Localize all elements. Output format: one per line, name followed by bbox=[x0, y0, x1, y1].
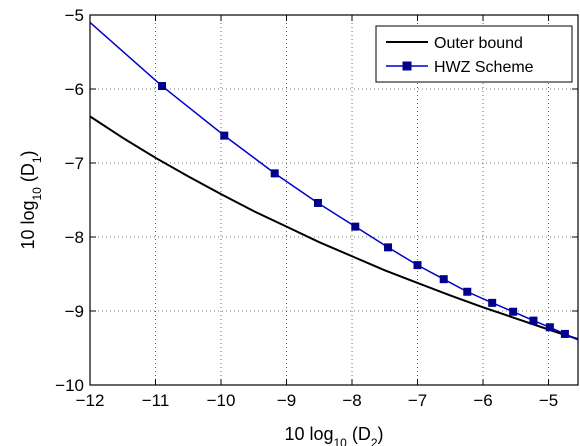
x-tick-label: −7 bbox=[408, 391, 427, 410]
y-tick-label: −9 bbox=[65, 302, 84, 321]
legend: Outer bound HWZ Scheme bbox=[376, 26, 572, 82]
legend-label-hwz-scheme: HWZ Scheme bbox=[434, 59, 534, 76]
y-tick-label: −8 bbox=[65, 228, 84, 247]
legend-label-outer-bound: Outer bound bbox=[434, 35, 523, 52]
data-point-hwz-scheme bbox=[510, 308, 517, 315]
x-tick-label: −11 bbox=[142, 391, 170, 410]
data-point-hwz-scheme bbox=[385, 244, 392, 251]
data-point-hwz-scheme bbox=[414, 262, 421, 269]
data-point-hwz-scheme bbox=[159, 83, 166, 90]
data-point-hwz-scheme bbox=[546, 324, 553, 331]
y-tick-label: −7 bbox=[65, 154, 84, 173]
x-tick-label: −9 bbox=[277, 391, 296, 410]
data-point-hwz-scheme bbox=[561, 330, 568, 337]
data-point-hwz-scheme bbox=[464, 288, 471, 295]
data-point-hwz-scheme bbox=[314, 199, 321, 206]
data-point-hwz-scheme bbox=[221, 132, 228, 139]
data-point-hwz-scheme bbox=[530, 317, 537, 324]
y-axis-label: 10 log10 (D1) bbox=[18, 150, 44, 249]
data-point-hwz-scheme bbox=[489, 299, 496, 306]
x-tick-label: −5 bbox=[539, 391, 558, 410]
y-tick-label: −10 bbox=[55, 376, 84, 395]
x-axis-label: 10 log10 (D2) bbox=[284, 424, 383, 446]
x-tick-label: −8 bbox=[342, 391, 361, 410]
data-point-hwz-scheme bbox=[271, 170, 278, 177]
x-tick-label: −10 bbox=[207, 391, 236, 410]
data-point-hwz-scheme bbox=[352, 223, 359, 230]
x-tick-label: −6 bbox=[473, 391, 492, 410]
y-tick-label: −5 bbox=[65, 6, 84, 25]
y-tick-label: −6 bbox=[65, 80, 84, 99]
data-point-hwz-scheme bbox=[440, 276, 447, 283]
series-line-outer-bound bbox=[90, 116, 578, 339]
legend-marker-hwz-scheme bbox=[403, 62, 411, 70]
